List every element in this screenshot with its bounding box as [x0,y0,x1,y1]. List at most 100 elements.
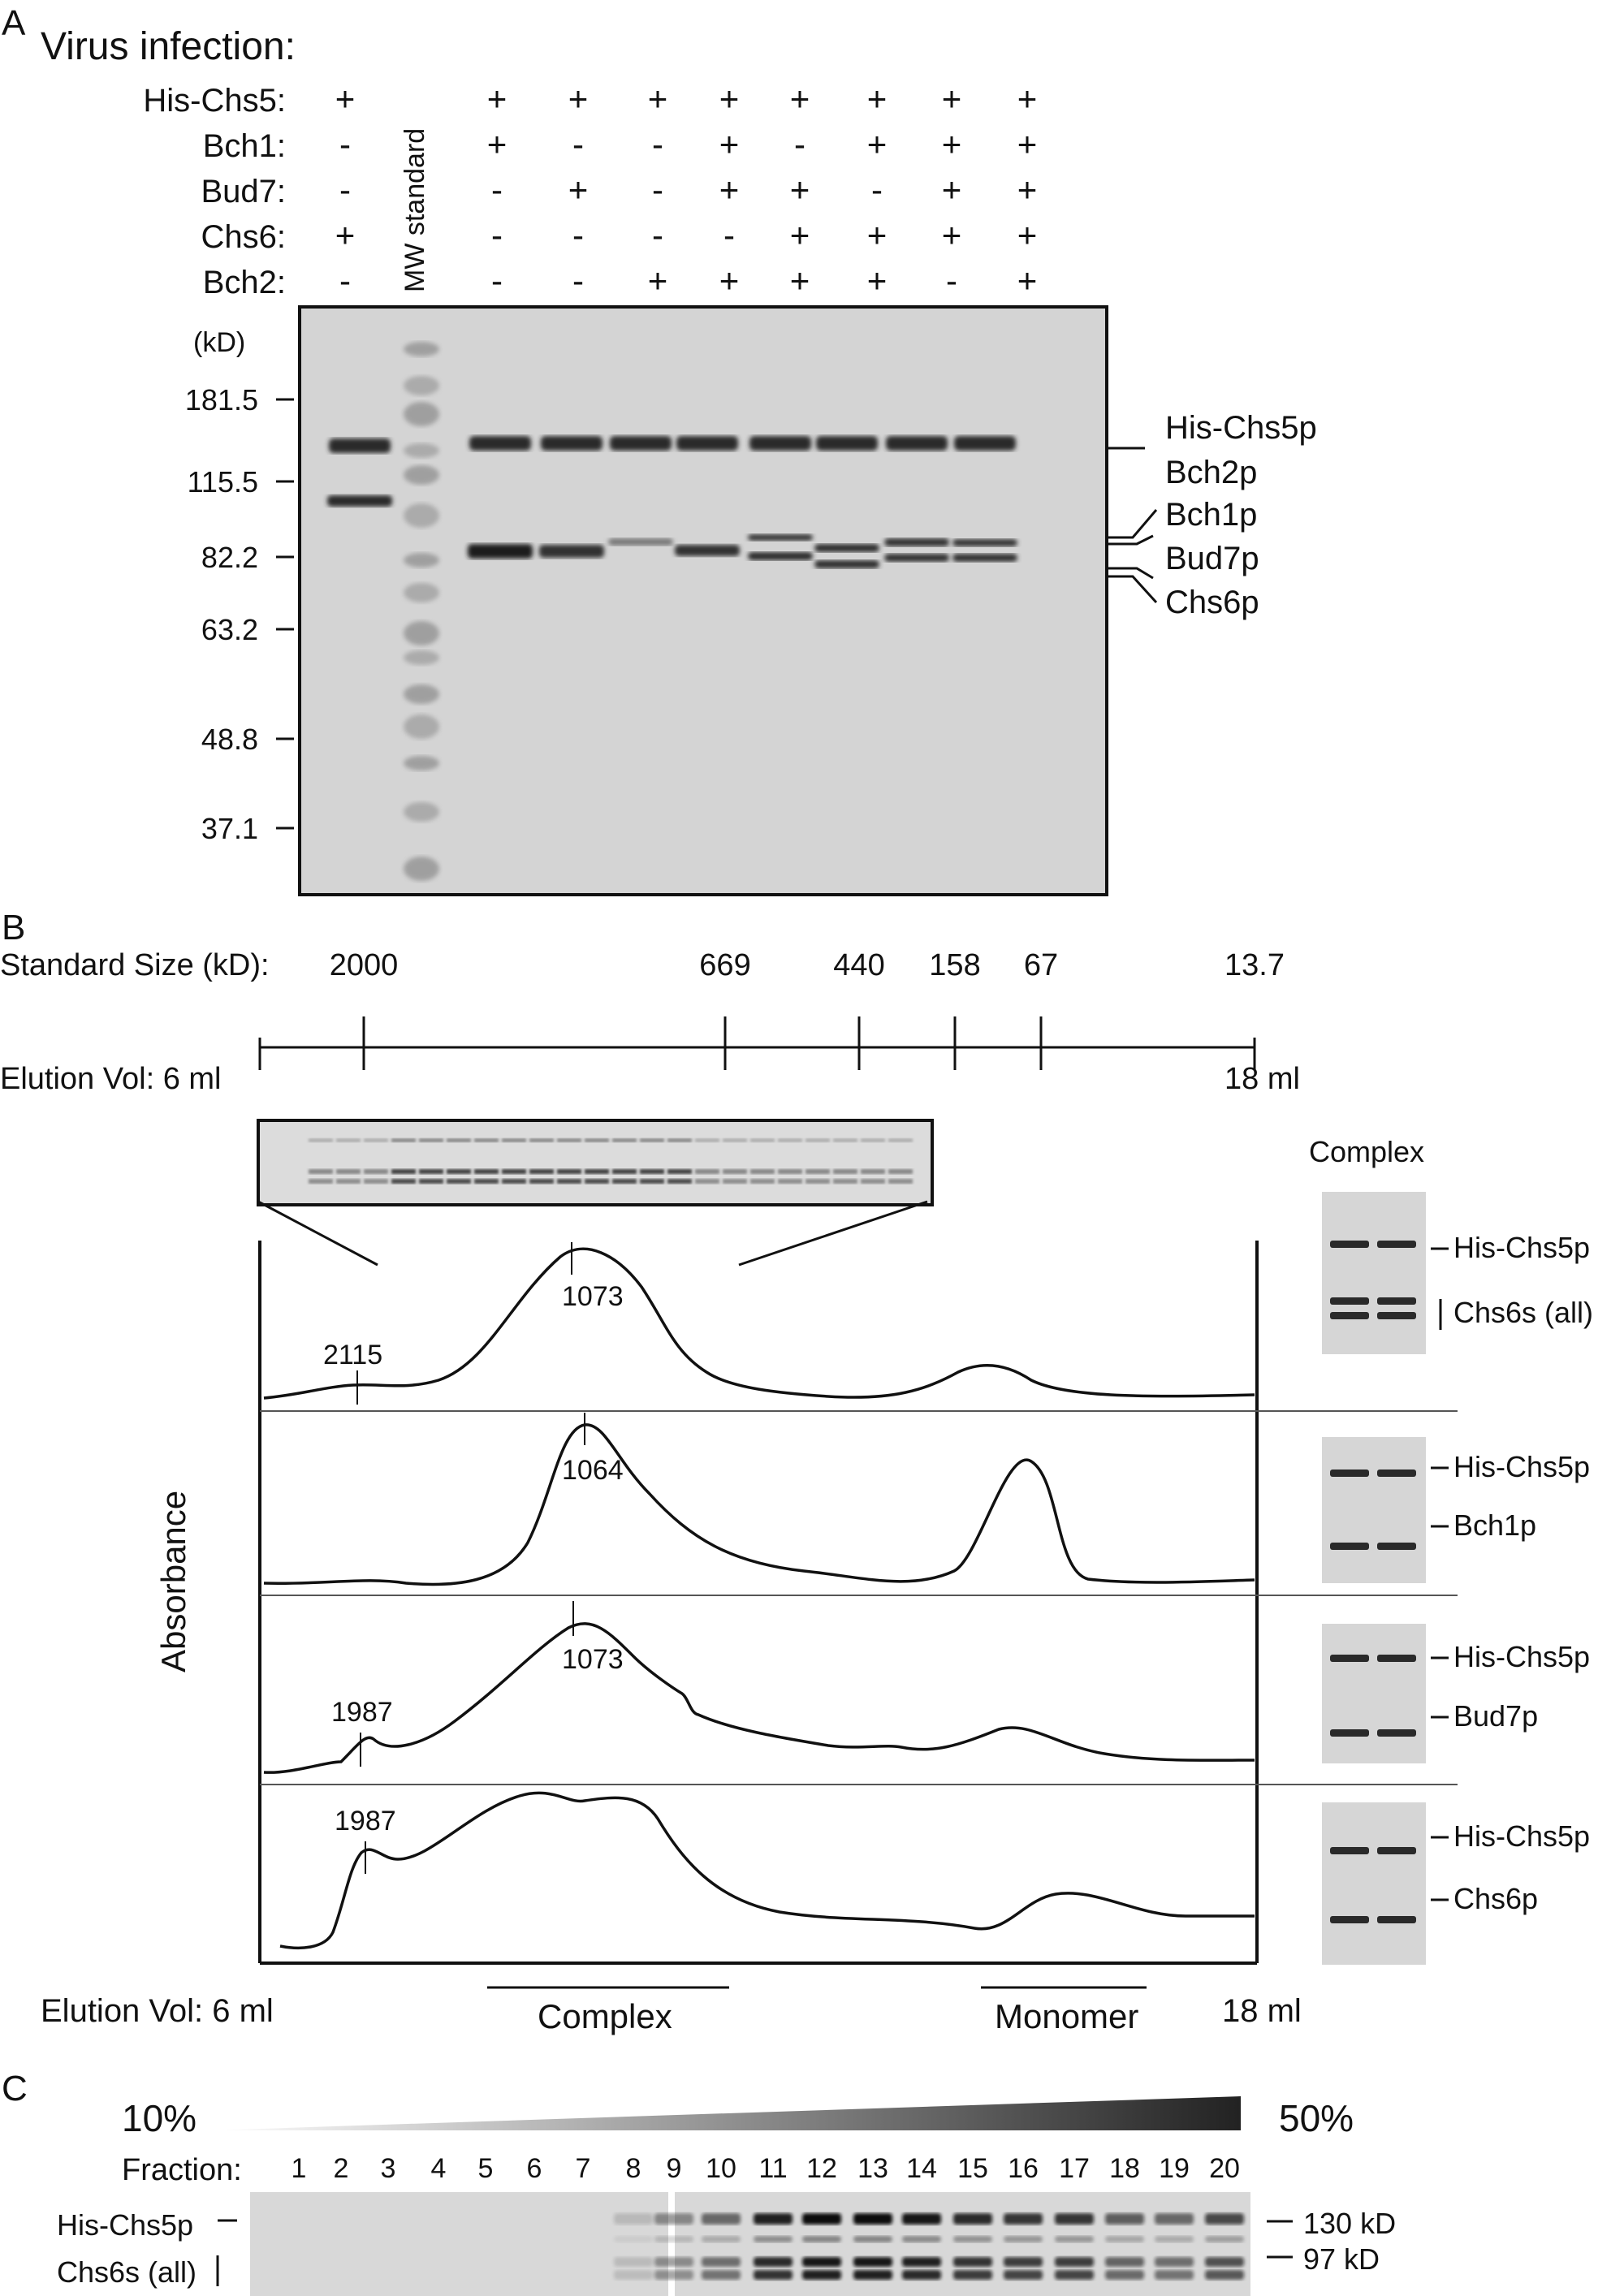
complex-header: Complex [1309,1135,1425,1168]
his-chs5p-band [902,2213,941,2225]
chs6s-band [902,2257,941,2267]
chs6s-band [1155,2257,1194,2267]
condition-sign: - [339,261,351,300]
chs6s-band [853,2257,892,2267]
fraction-number: 3 [380,2153,396,2184]
his-chs5p-band [1155,2213,1194,2225]
condition-sign: + [1017,80,1038,118]
fraction-number: 9 [666,2153,682,2184]
inset-band [419,1169,443,1174]
protein-band [884,554,949,562]
protein-band [952,539,1017,546]
inset-band [750,1169,775,1174]
fraction-number: 8 [625,2153,641,2184]
side-gel-bands [1330,1470,1416,1550]
inset-band [585,1169,609,1174]
side-band [1330,1847,1369,1854]
inset-band [502,1138,526,1142]
elution-bottom-right: 18 ml [1222,1993,1302,2029]
gel-c-divider [668,2192,675,2296]
condition-sign: - [871,170,883,209]
chs6s-band [802,2270,841,2280]
condition-sign: - [491,216,503,254]
inset-band [557,1169,581,1174]
chs6s-band [654,2257,693,2267]
fraction-label: Fraction: [122,2153,242,2187]
pointer-bud7p [1106,567,1154,580]
chs6s-band [902,2270,941,2280]
side-gel [1322,1437,1426,1583]
mw-ladder-band [404,802,439,822]
side-gel [1322,1624,1426,1763]
inset-band [695,1169,719,1174]
mw-ladder-band [404,553,439,568]
minor-band [754,2236,793,2242]
chs6s-band [953,2257,992,2267]
fraction-number: 6 [526,2153,542,2184]
fraction-number: 10 [706,2153,736,2184]
inset-band [861,1169,885,1174]
band-label: Bud7p [1165,541,1259,576]
inset-band [723,1179,747,1184]
side-band [1377,1543,1416,1550]
condition-sign: + [486,125,508,163]
his-chs5p-band [1004,2213,1043,2225]
inset-band [309,1169,333,1174]
his-chs5p-band [1105,2213,1144,2225]
his-chs5p-band [749,436,811,451]
side-gel [1322,1192,1426,1354]
inset-band [806,1138,830,1142]
inset-band [640,1138,664,1142]
condition-sign: - [572,261,584,300]
inset-band [502,1169,526,1174]
inset-band [612,1138,637,1142]
minor-band [1205,2236,1244,2242]
inset-band [336,1179,361,1184]
marker-97kd: 97 kD [1303,2242,1380,2276]
inset-band [806,1179,830,1184]
fraction-number: 2 [333,2153,349,2184]
his-chs5p-band [610,436,672,451]
chs6s-band [754,2257,793,2267]
inset-band [667,1138,692,1142]
his-chs5p-band [953,2213,992,2225]
condition-sign: + [719,125,740,163]
mw-ladder-band [404,714,439,739]
condition-sign: - [339,170,351,209]
mw-ladder-band [404,503,439,528]
standard-size-value: 440 [833,948,885,982]
side-band [1330,1729,1369,1737]
inset-band [419,1138,443,1142]
condition-sign: - [652,125,663,163]
inset-band [585,1138,609,1142]
side-band [1377,1916,1416,1923]
minor-band [853,2236,892,2242]
side-band [1377,1470,1416,1477]
mw-ladder-band [404,443,439,458]
inset-band [806,1169,830,1174]
condition-sign: - [339,125,351,163]
condition-sign: + [1017,170,1038,209]
inset-band [364,1138,388,1142]
inset-band [336,1169,361,1174]
protein-band [748,552,813,560]
side-gel-bands [1330,1241,1416,1319]
inset-band [640,1169,664,1174]
fraction-number: 17 [1059,2153,1090,2184]
side-band [1377,1297,1416,1305]
inset-band [447,1179,471,1184]
mw-ladder-band [404,376,439,395]
peak-value-label: 1064 [562,1455,624,1486]
his-chs5p-band [654,2213,693,2225]
side-gel [1322,1802,1426,1965]
condition-sign: + [941,216,962,254]
side-gel-bands [1330,1847,1416,1923]
chs6s-band [953,2270,992,2280]
chs6s-band [1105,2270,1144,2280]
inset-band [447,1169,471,1174]
mw-marker-label: 115.5 [187,465,258,498]
inset-band [778,1169,802,1174]
